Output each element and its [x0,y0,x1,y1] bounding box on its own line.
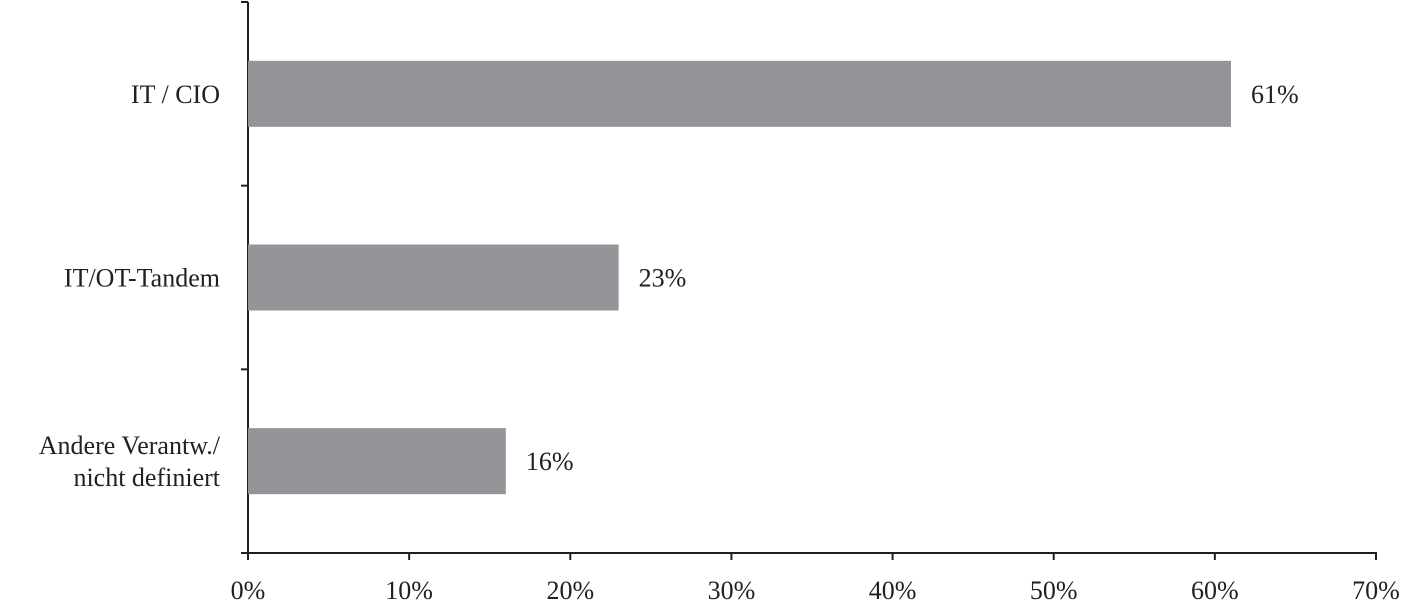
x-tick-label: 10% [385,576,433,605]
x-tick-label: 50% [1030,576,1078,605]
y-tick-label: Andere Verantw./nicht definiert [39,431,221,492]
x-tick-label: 60% [1191,576,1239,605]
x-tick-label: 70% [1352,576,1400,605]
value-label: 16% [526,447,574,476]
x-tick-label: 0% [231,576,266,605]
y-tick-label: IT/OT-Tandem [64,263,220,292]
bar [248,60,1231,127]
value-label: 23% [639,263,687,292]
bar [248,428,506,495]
y-tick-label: IT / CIO [131,80,220,109]
x-tick-label: 20% [546,576,594,605]
x-tick-label: 40% [869,576,917,605]
bar [248,244,619,311]
value-label: 61% [1251,80,1299,109]
x-tick-label: 30% [708,576,756,605]
